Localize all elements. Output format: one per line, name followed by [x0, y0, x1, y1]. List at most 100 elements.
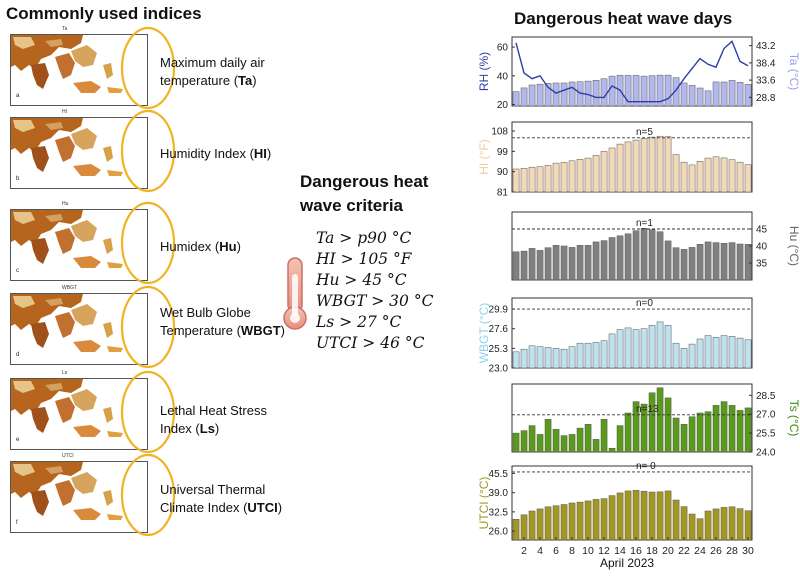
exceedance-count: n= 0	[636, 461, 656, 472]
bar	[696, 518, 704, 541]
bar	[544, 506, 552, 541]
bar	[736, 410, 744, 453]
bar	[640, 490, 648, 541]
landmass-shape	[31, 490, 49, 516]
bar	[656, 387, 664, 453]
island-shape	[103, 322, 113, 338]
island-shape	[73, 340, 101, 352]
bar	[744, 339, 752, 369]
bar	[536, 346, 544, 369]
bar	[640, 138, 648, 193]
bar	[720, 157, 728, 193]
index-description-wbgt: Wet Bulb Globe Temperature (WBGT)	[160, 304, 290, 340]
index-description-text: Humidity Index (	[160, 146, 254, 161]
tick-label: 25.5	[756, 429, 776, 440]
bar	[672, 77, 680, 107]
map-title-ls: Ls	[62, 370, 68, 376]
bar	[592, 439, 600, 453]
island-shape	[103, 407, 113, 423]
x-tick-label: 6	[553, 545, 559, 557]
panel-frame	[511, 297, 753, 369]
bar	[688, 416, 696, 453]
landmass-shape	[45, 383, 63, 391]
x-tick-label: 10	[582, 545, 594, 557]
x-tick-label: 22	[678, 545, 690, 557]
tick-label: 35	[756, 259, 768, 270]
y-axis-label-right: Ta (°C)	[787, 53, 800, 90]
island-shape	[73, 164, 101, 176]
bar	[520, 250, 528, 281]
bar	[624, 233, 632, 281]
bar	[624, 412, 632, 453]
landmass-shape	[71, 45, 97, 67]
bar	[608, 495, 616, 541]
index-description-text: Wet Bulb Globe Temperature (	[160, 305, 251, 338]
bar	[600, 151, 608, 193]
panel-letter: e	[16, 437, 20, 443]
bar	[512, 91, 520, 107]
landmass-shape	[45, 298, 63, 306]
bar	[736, 243, 744, 281]
bar	[720, 81, 728, 107]
index-abbreviation: UTCI	[247, 500, 278, 515]
bar	[696, 338, 704, 369]
bar	[656, 231, 664, 281]
bar	[672, 342, 680, 369]
bar	[704, 90, 712, 107]
criteria-title: Dangerous heat wave criteria	[300, 172, 429, 215]
bar	[584, 157, 592, 193]
island-shape	[73, 256, 101, 268]
bar	[728, 80, 736, 107]
bar	[512, 519, 520, 541]
bar	[512, 251, 520, 281]
y-axis-label-left: RH (%)	[477, 52, 491, 91]
bar	[696, 161, 704, 193]
tick-label: 108	[491, 127, 508, 138]
bar	[544, 83, 552, 107]
index-description-close: )	[277, 500, 283, 515]
bar	[552, 505, 560, 541]
bar	[536, 508, 544, 541]
landmass-shape	[13, 37, 35, 49]
y-axis-label-left: WBGT (°C)	[477, 303, 491, 364]
bar	[584, 245, 592, 281]
bar	[624, 327, 632, 369]
bar	[744, 407, 752, 453]
bar	[560, 435, 568, 453]
panel-frame	[511, 36, 753, 107]
bar	[720, 335, 728, 369]
map-title-wbgt: WBGT	[62, 285, 77, 291]
bar	[560, 504, 568, 541]
bar	[672, 154, 680, 193]
island-shape	[107, 87, 123, 93]
y-axis-label-right: Hu (°C)	[787, 226, 800, 266]
map-title-hi: HI	[62, 109, 67, 115]
bar	[712, 405, 720, 453]
tick-label: 24.0	[756, 448, 776, 459]
bar	[520, 168, 528, 193]
panel-hu: n=1 35 40 45 Hu (°C)	[511, 211, 800, 281]
thermometer-icon	[283, 257, 307, 330]
highlight-circle	[120, 285, 176, 369]
x-tick-label: 4	[537, 545, 543, 557]
panel-letter: d	[16, 352, 19, 358]
rh-line	[515, 40, 749, 103]
bar	[616, 143, 624, 193]
index-description-close: )	[280, 323, 285, 338]
x-tick-label: 16	[630, 545, 642, 557]
map-panel-ls: e	[10, 378, 148, 450]
island-shape	[103, 63, 113, 79]
bar	[536, 250, 544, 281]
highlight-circle	[120, 201, 176, 285]
tick-label: 28.8	[756, 93, 776, 104]
island-shape	[103, 238, 113, 254]
bar	[544, 247, 552, 281]
map-title-hu: Hu	[62, 201, 69, 207]
index-description-text: Universal Thermal Climate Index (	[160, 482, 266, 515]
bar	[528, 425, 536, 453]
tick-label: 39.0	[489, 488, 509, 499]
landmass-shape	[71, 220, 97, 242]
bar	[544, 419, 552, 453]
tick-label: 81	[497, 188, 509, 199]
